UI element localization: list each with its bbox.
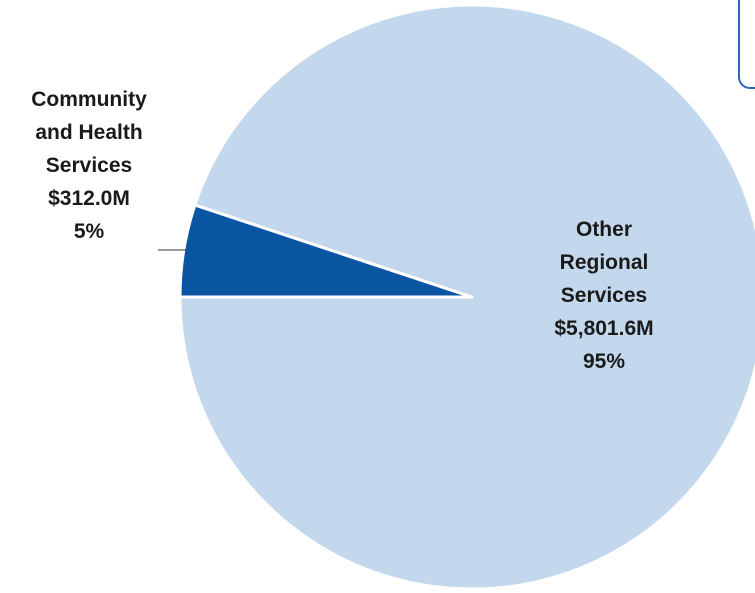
other-percent-label: 95% — [583, 350, 625, 373]
community-label-line-1: Community — [31, 88, 147, 111]
corner-callout-box — [738, 0, 755, 89]
community-label: Community and Health Services $312.0M 5% — [31, 88, 147, 243]
other-label: Other Regional Services $5,801.6M 95% — [554, 218, 653, 373]
pie-slice-other-regional-services — [178, 3, 755, 591]
pie-slices — [178, 3, 755, 591]
community-percent-label: 5% — [74, 220, 105, 243]
community-label-line-2: and Health — [35, 121, 142, 144]
other-label-line-1: Other — [576, 218, 632, 241]
community-value-label: $312.0M — [48, 187, 130, 210]
other-label-line-3: Services — [561, 284, 647, 307]
other-value-label: $5,801.6M — [554, 317, 653, 340]
community-label-line-3: Services — [46, 154, 132, 177]
other-label-line-2: Regional — [560, 251, 649, 274]
